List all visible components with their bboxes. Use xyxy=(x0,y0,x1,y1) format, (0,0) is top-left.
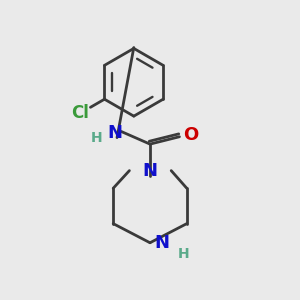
Text: Cl: Cl xyxy=(71,104,89,122)
Text: N: N xyxy=(107,124,122,142)
Text: N: N xyxy=(154,234,169,252)
Text: H: H xyxy=(91,131,102,145)
Text: O: O xyxy=(183,126,198,144)
Text: H: H xyxy=(178,247,190,261)
Text: N: N xyxy=(142,162,158,180)
